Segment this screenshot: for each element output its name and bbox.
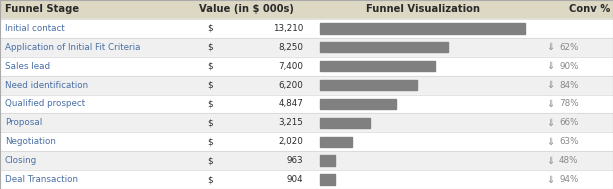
Bar (0, 0, 613, 19)
Text: $: $ (207, 156, 213, 165)
Text: ⇓: ⇓ (546, 99, 554, 109)
Bar (0, 151, 613, 170)
Text: 6,200: 6,200 (278, 81, 303, 90)
Text: 8,250: 8,250 (278, 43, 303, 52)
Bar (321, 155, 335, 166)
Text: $: $ (207, 43, 213, 52)
Text: ⇓: ⇓ (546, 118, 554, 128)
Text: 904: 904 (287, 175, 303, 184)
Text: 7,400: 7,400 (278, 62, 303, 71)
Text: Initial contact: Initial contact (5, 24, 64, 33)
Text: 4,847: 4,847 (278, 99, 303, 108)
Text: Need identification: Need identification (5, 81, 88, 90)
Text: ⇓: ⇓ (546, 61, 554, 71)
Bar (0, 57, 613, 76)
Bar (0, 19, 613, 38)
Text: 63%: 63% (559, 137, 579, 146)
Text: Proposal: Proposal (5, 118, 42, 127)
Bar (0, 170, 613, 189)
Text: 94%: 94% (559, 175, 579, 184)
Text: ⇓: ⇓ (546, 156, 554, 166)
Text: ⇓: ⇓ (546, 80, 554, 90)
Bar (321, 99, 395, 109)
Text: 90%: 90% (559, 62, 579, 71)
Text: ⇓: ⇓ (546, 42, 554, 52)
Text: 13,210: 13,210 (273, 24, 303, 33)
Text: Application of Initial Fit Criteria: Application of Initial Fit Criteria (5, 43, 140, 52)
Text: $: $ (207, 99, 213, 108)
Text: Qualified prospect: Qualified prospect (5, 99, 85, 108)
Text: 3,215: 3,215 (278, 118, 303, 127)
Bar (321, 23, 525, 34)
Bar (0, 38, 613, 57)
Bar (321, 174, 335, 185)
Text: ⇓: ⇓ (546, 175, 554, 184)
Bar (0, 113, 613, 132)
Bar (321, 42, 449, 53)
Text: $: $ (207, 137, 213, 146)
Text: 66%: 66% (559, 118, 579, 127)
Text: Closing: Closing (5, 156, 37, 165)
Text: Funnel Stage: Funnel Stage (5, 5, 79, 14)
Text: Value (in $ 000s): Value (in $ 000s) (199, 5, 294, 14)
Bar (321, 137, 352, 147)
Text: Funnel Visualization: Funnel Visualization (366, 5, 480, 14)
Bar (0, 94, 613, 113)
Text: Sales lead: Sales lead (5, 62, 50, 71)
Bar (0, 132, 613, 151)
Text: 62%: 62% (559, 43, 579, 52)
Text: $: $ (207, 81, 213, 90)
Text: 48%: 48% (559, 156, 579, 165)
Bar (321, 61, 435, 71)
Text: Conv %: Conv % (569, 5, 610, 14)
Text: Deal Transaction: Deal Transaction (5, 175, 78, 184)
Text: 78%: 78% (559, 99, 579, 108)
Text: 84%: 84% (559, 81, 579, 90)
Bar (321, 118, 370, 128)
Text: $: $ (207, 118, 213, 127)
Bar (321, 80, 417, 90)
Text: Negotiation: Negotiation (5, 137, 56, 146)
Text: 963: 963 (287, 156, 303, 165)
Text: $: $ (207, 62, 213, 71)
Bar (0, 76, 613, 94)
Text: 2,020: 2,020 (278, 137, 303, 146)
Text: $: $ (207, 175, 213, 184)
Text: $: $ (207, 24, 213, 33)
Text: ⇓: ⇓ (546, 137, 554, 147)
